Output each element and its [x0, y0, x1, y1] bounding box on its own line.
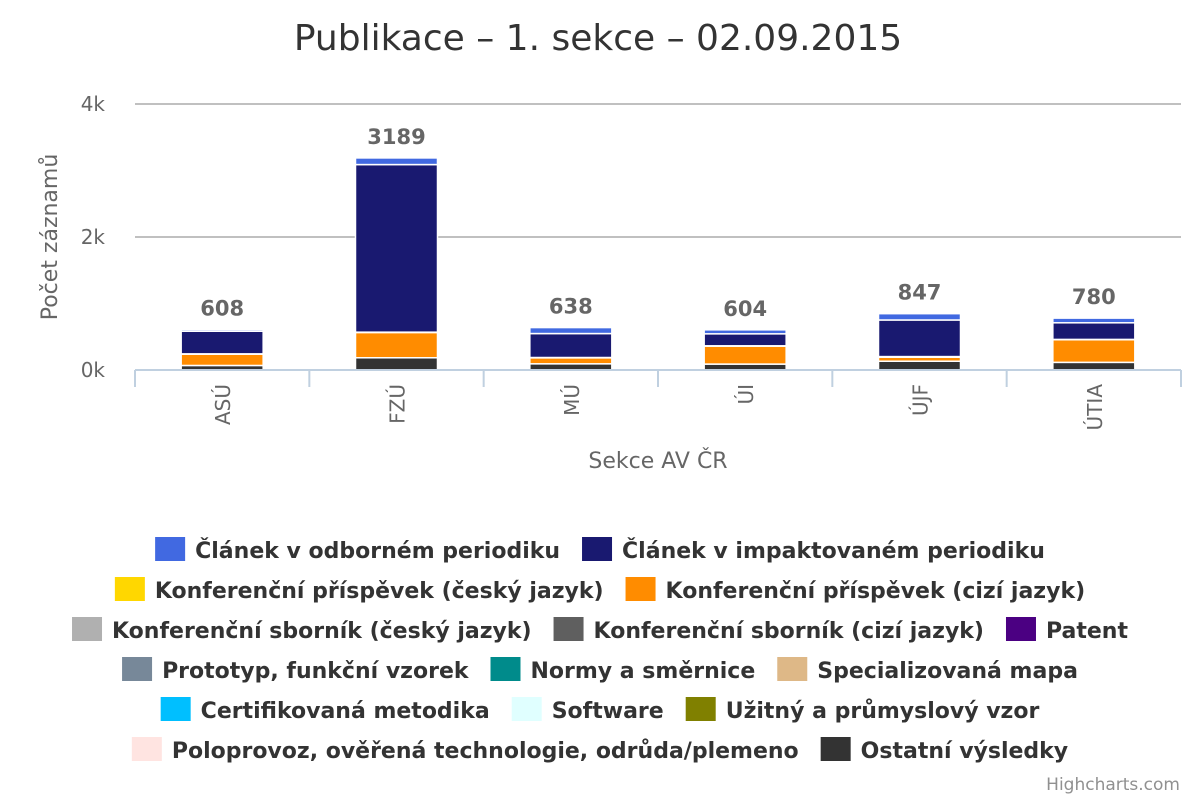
bar-segment[interactable] [703, 333, 787, 347]
legend-item[interactable]: Konferenční sborník (český jazyk) [72, 617, 532, 644]
legend-label: Užitný a průmyslový vzor [726, 699, 1040, 724]
legend-swatch [114, 577, 145, 601]
stack-total-label: 604 [723, 297, 767, 321]
bar-segment[interactable] [1052, 338, 1136, 364]
bars: 608 3189 638 604 847 780 [180, 125, 1136, 371]
legend-label: Patent [1046, 619, 1128, 644]
bar-segment[interactable] [354, 331, 439, 359]
legend-label: Certifikovaná metodika [201, 699, 490, 724]
y-tick-label: 4k [81, 92, 106, 116]
x-tick-label: ÚTIA [1083, 384, 1107, 431]
legend-swatch [160, 697, 191, 721]
legend-item[interactable]: Konferenční příspěvek (český jazyk) [114, 577, 604, 604]
bar-segment[interactable] [180, 328, 264, 332]
x-tick-label: ÚI [734, 384, 758, 405]
legend-item[interactable]: Užitný a průmyslový vzor [685, 697, 1040, 724]
legend-label: Software [552, 699, 664, 724]
stack-total-label: 608 [200, 297, 244, 321]
legend-label: Poloprovoz, ověřená technologie, odrůda/… [172, 739, 799, 764]
y-tick-label: 2k [81, 225, 106, 249]
bar-segment[interactable] [703, 345, 787, 365]
x-tick-label: FZÚ [386, 384, 410, 424]
bar-segment[interactable] [877, 319, 962, 358]
legend-label: Normy a směrnice [531, 659, 756, 684]
legend-item[interactable]: Normy a směrnice [490, 657, 756, 684]
legend-swatch [777, 657, 808, 681]
legend-item[interactable]: Prototyp, funkční vzorek [122, 657, 470, 684]
legend-item[interactable]: Ostatní výsledky [820, 737, 1069, 764]
bar-segment[interactable] [180, 330, 264, 355]
legend-item[interactable]: Specializovaná mapa [777, 657, 1078, 684]
legend-item[interactable]: Článek v impaktovaném periodiku [582, 537, 1045, 564]
legend-label: Specializovaná mapa [817, 659, 1078, 684]
stack-total-label: 3189 [367, 125, 425, 149]
legend-swatch [1005, 617, 1036, 641]
bar-segment[interactable] [877, 360, 962, 371]
bar-segment[interactable] [529, 326, 613, 335]
legend-item[interactable]: Certifikovaná metodika [160, 697, 490, 724]
x-tick-label: ÚJF [909, 384, 933, 416]
chart-title: Publikace – 1. sekce – 02.09.2015 [294, 18, 902, 59]
bar-segment[interactable] [354, 163, 439, 333]
gridlines [135, 103, 1181, 238]
bar-segment[interactable] [354, 357, 439, 371]
bar-segment[interactable] [703, 329, 787, 335]
credits-link[interactable]: Highcharts.com [1046, 775, 1180, 795]
x-axis-title: Sekce AV ČR [588, 448, 727, 474]
bar-segment[interactable] [1052, 322, 1136, 341]
y-tick-label: 0k [81, 358, 106, 382]
legend-label: Článek v odborném periodiku [195, 538, 560, 564]
legend-swatch [625, 577, 656, 601]
axes: 0k 2k 4k ASÚ FZÚ MÚ ÚI ÚJF ÚTIA [81, 92, 1182, 431]
legend-swatch [122, 657, 153, 681]
legend-item[interactable]: Článek v odborném periodiku [155, 537, 560, 564]
y-axis-title: Počet záznamů [38, 154, 63, 321]
legend-swatch [553, 617, 584, 641]
bar-segment[interactable] [1052, 317, 1136, 324]
x-tick-label: MÚ [560, 384, 584, 416]
bar-segment[interactable] [877, 312, 962, 321]
legend-item[interactable]: Konferenční sborník (cizí jazyk) [553, 617, 984, 644]
legend-item[interactable]: Poloprovoz, ověřená technologie, odrůda/… [131, 737, 799, 764]
bar-segment[interactable] [354, 157, 439, 166]
legend-swatch [72, 617, 103, 641]
legend-item[interactable]: Patent [1005, 617, 1128, 644]
legend-label: Konferenční sborník (cizí jazyk) [594, 619, 984, 644]
legend-swatch [131, 737, 162, 761]
legend-swatch [155, 537, 186, 561]
legend-label: Prototyp, funkční vzorek [162, 659, 470, 684]
legend-swatch [511, 697, 542, 721]
legend: Článek v odborném periodiku Článek v impa… [72, 537, 1128, 764]
legend-label: Konferenční příspěvek (český jazyk) [155, 579, 604, 604]
legend-swatch [490, 657, 521, 681]
legend-label: Konferenční sborník (český jazyk) [112, 619, 532, 644]
x-tick-label: ASÚ [211, 384, 235, 425]
legend-item[interactable]: Software [511, 697, 664, 724]
stack-total-label: 638 [549, 295, 593, 319]
stack-total-label: 780 [1072, 285, 1116, 309]
bar-segment[interactable] [529, 357, 613, 365]
bar-segment[interactable] [1052, 361, 1136, 371]
legend-swatch [685, 697, 716, 721]
legend-label: Konferenční příspěvek (cizí jazyk) [666, 579, 1086, 604]
bar-segment[interactable] [529, 332, 613, 359]
bar-segment[interactable] [180, 353, 264, 367]
legend-label: Ostatní výsledky [861, 739, 1069, 764]
legend-swatch [820, 737, 851, 761]
stack-total-label: 847 [898, 281, 942, 305]
legend-item[interactable]: Konferenční příspěvek (cizí jazyk) [625, 577, 1086, 604]
legend-swatch [582, 537, 613, 561]
legend-label: Článek v impaktovaném periodiku [622, 538, 1045, 564]
